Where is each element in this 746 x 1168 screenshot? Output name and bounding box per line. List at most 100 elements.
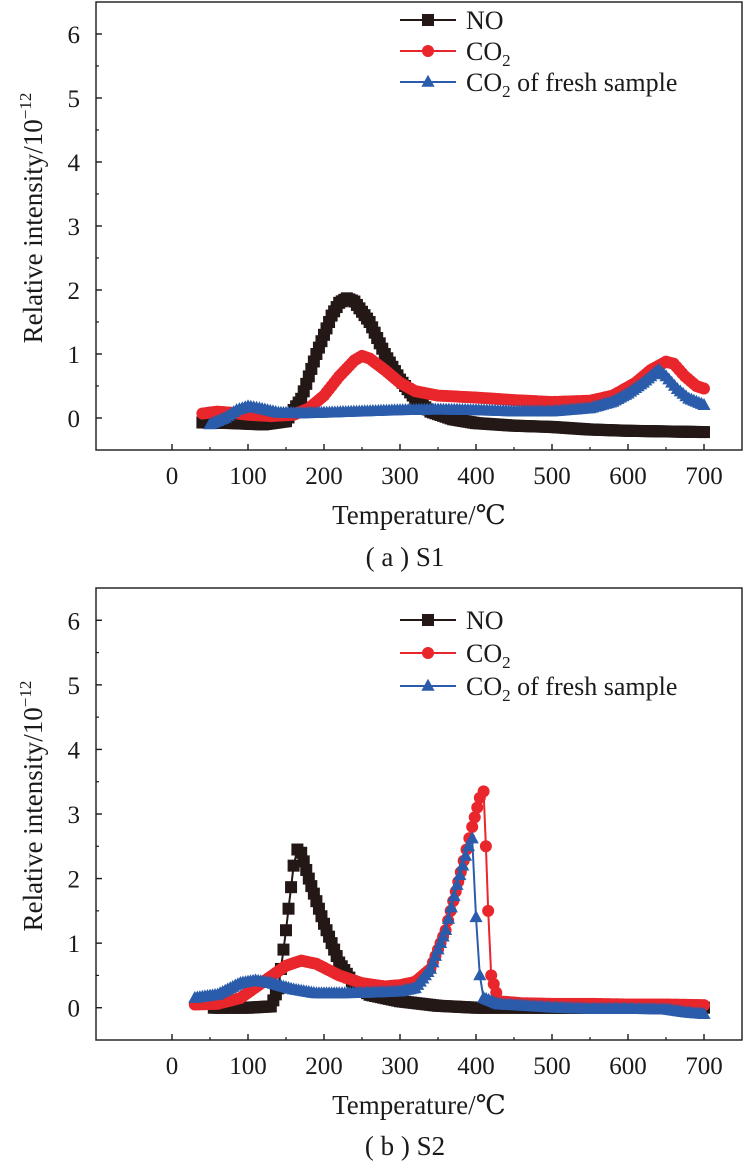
legend-label-main: CO: [466, 37, 502, 66]
data-point: [433, 935, 448, 948]
y-tick-label: 3: [68, 802, 81, 829]
legend-label: CO2: [466, 37, 511, 70]
data-point: [280, 924, 292, 937]
legend-label-main: CO: [466, 639, 502, 668]
y-tick-label: 5: [68, 86, 81, 113]
legend-marker: [422, 614, 434, 626]
legend-label-rest: of fresh sample: [511, 68, 678, 97]
legend-label-main: CO: [466, 672, 502, 701]
y-tick-label: 1: [68, 931, 81, 958]
chart-panel-b: 0 100 200 300 400 500 600 700 0 1 2 3 4 5 6 Temperature…: [16, 587, 743, 1161]
series-triangle-b: [188, 831, 711, 1019]
data-point: [471, 801, 484, 814]
y-tick-label: 0: [68, 996, 81, 1023]
data-point: [479, 840, 492, 853]
x-tick-label: 300: [381, 463, 419, 490]
y-tick-label: 0: [68, 406, 81, 433]
x-tick-label: 200: [305, 1053, 343, 1080]
x-tick-label: 100: [229, 463, 267, 490]
y-tick-label: 2: [68, 867, 81, 894]
legend-label-main: NO: [466, 606, 504, 635]
legend-label-rest: of fresh sample: [511, 672, 678, 701]
x-tick-label: 600: [609, 1053, 647, 1080]
x-tick-label: 500: [533, 1053, 571, 1080]
x-tick-label: 300: [381, 1053, 419, 1080]
caption-b: ( b ) S2: [365, 1131, 445, 1161]
legend-label-subscript: 2: [502, 686, 511, 705]
x-tick-label: 200: [305, 463, 343, 490]
y-tick-label: 6: [68, 22, 81, 49]
legend-label-subscript: 2: [502, 82, 511, 101]
y-tick-label: 3: [68, 214, 81, 241]
legend-label-main: NO: [466, 6, 504, 35]
legend-label: CO2: [466, 639, 511, 672]
legend-label-main: CO: [466, 68, 502, 97]
legend-marker: [422, 45, 434, 57]
legend-label: NO: [466, 606, 504, 635]
data-point: [697, 398, 711, 410]
y-axis-label-text: Relative intensity/10: [18, 707, 48, 931]
data-point: [482, 904, 495, 917]
x-tick-label: 500: [533, 463, 571, 490]
legend-item-0: NO: [400, 606, 504, 635]
data-point: [431, 942, 445, 955]
data-point: [458, 848, 473, 861]
y-axis-label-exponent: −12: [16, 681, 35, 708]
x-tick-label: 0: [166, 463, 179, 490]
data-point: [287, 859, 300, 872]
data-point: [468, 811, 481, 824]
data-point: [441, 911, 456, 924]
legend-item-1: CO2: [400, 37, 511, 70]
data-point: [447, 889, 461, 902]
data-point: [428, 948, 443, 961]
x-tick-label: 400: [457, 463, 495, 490]
legend-label-subscript: 2: [502, 653, 511, 672]
x-tick-label: 0: [166, 1053, 179, 1080]
legend-label-subscript: 2: [502, 51, 511, 70]
legend-label: NO: [466, 6, 504, 35]
legend-marker: [422, 14, 434, 26]
data-point: [477, 785, 490, 798]
data-point: [461, 839, 475, 852]
data-point: [436, 929, 450, 942]
data-point: [282, 902, 295, 915]
y-axis-label: Relative intensity/10−12: [16, 93, 48, 344]
data-point: [453, 868, 467, 881]
x-tick-label: 700: [685, 1053, 723, 1080]
y-tick-label: 6: [68, 608, 81, 635]
data-point: [473, 968, 487, 981]
legend-label: CO2 of fresh sample: [466, 68, 677, 101]
data-point: [456, 858, 470, 871]
chart-panel-a: 0 100 200 300 400 500 600 700 0 1 2 3 4 5 6 Temperature…: [16, 1, 743, 572]
legend-label: CO2 of fresh sample: [466, 672, 677, 705]
data-point: [423, 961, 437, 974]
y-tick-label: 2: [68, 278, 81, 305]
y-tick-label: 1: [68, 342, 81, 369]
data-point: [698, 382, 710, 395]
data-point: [465, 831, 479, 844]
x-tick-label: 600: [609, 463, 647, 490]
legend-marker: [421, 678, 435, 691]
data-point: [466, 820, 479, 833]
legend-marker: [421, 74, 435, 87]
data-point: [285, 881, 298, 894]
legend-item-0: NO: [400, 6, 504, 35]
x-tick-label: 700: [685, 463, 723, 490]
data-point: [469, 910, 483, 923]
data-point: [698, 426, 710, 439]
data-point: [439, 923, 453, 936]
y-tick-label: 4: [68, 150, 81, 177]
legend-item-2: CO2 of fresh sample: [400, 672, 677, 705]
data-point: [450, 877, 464, 890]
y-tick-label: 4: [68, 737, 81, 764]
data-point: [277, 943, 290, 956]
legend-marker: [422, 647, 434, 659]
y-axis-label-exponent: −12: [16, 93, 35, 120]
x-axis-label: Temperature/℃: [332, 500, 506, 530]
y-axis-label: Relative intensity/10−12: [16, 681, 48, 932]
y-tick-label: 5: [68, 673, 81, 700]
x-axis-label: Temperature/℃: [332, 1090, 506, 1120]
caption-a: ( a ) S1: [366, 542, 445, 572]
